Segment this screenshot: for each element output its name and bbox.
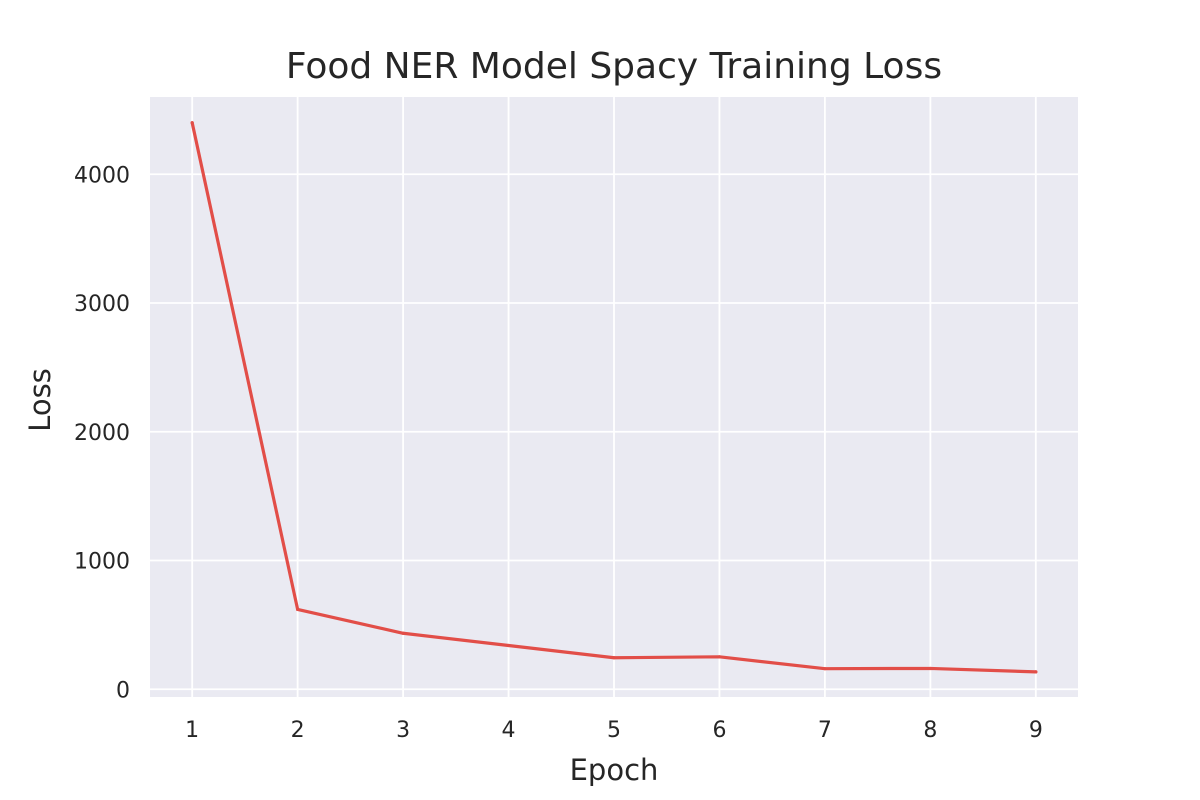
x-tick-label: 4 [502, 718, 516, 743]
x-tick-label: 3 [396, 718, 410, 743]
data-point [823, 667, 827, 671]
y-tick-label: 3000 [74, 292, 130, 317]
x-tick-labels: 1 2 3 4 5 6 7 8 9 [185, 718, 1043, 743]
y-tick-label: 2000 [74, 421, 130, 446]
data-point [928, 666, 932, 671]
x-axis-label: Epoch [570, 753, 659, 787]
y-tick-label: 4000 [74, 163, 130, 188]
data-point [190, 121, 194, 125]
x-tick-label: 7 [818, 718, 832, 743]
chart-title: Food NER Model Spacy Training Loss [286, 46, 942, 87]
series-group [190, 121, 1038, 674]
x-tick-label: 1 [185, 718, 199, 743]
data-point [506, 643, 511, 648]
y-tick-labels: 0 1000 2000 3000 4000 [74, 163, 130, 703]
y-tick-label: 0 [116, 678, 130, 703]
data-point [401, 631, 405, 635]
x-tick-label: 8 [923, 718, 937, 743]
y-tick-label: 1000 [74, 550, 130, 575]
x-tick-label: 5 [607, 718, 621, 743]
x-tick-label: 2 [291, 718, 305, 743]
x-tick-label: 9 [1029, 718, 1043, 743]
data-point [1034, 670, 1038, 674]
x-grid [191, 97, 1037, 697]
data-point [612, 656, 616, 660]
data-point [296, 607, 300, 612]
data-point [717, 655, 722, 659]
x-tick-label: 6 [712, 718, 726, 743]
y-axis-label: Loss [23, 368, 57, 432]
y-grid [150, 173, 1078, 691]
